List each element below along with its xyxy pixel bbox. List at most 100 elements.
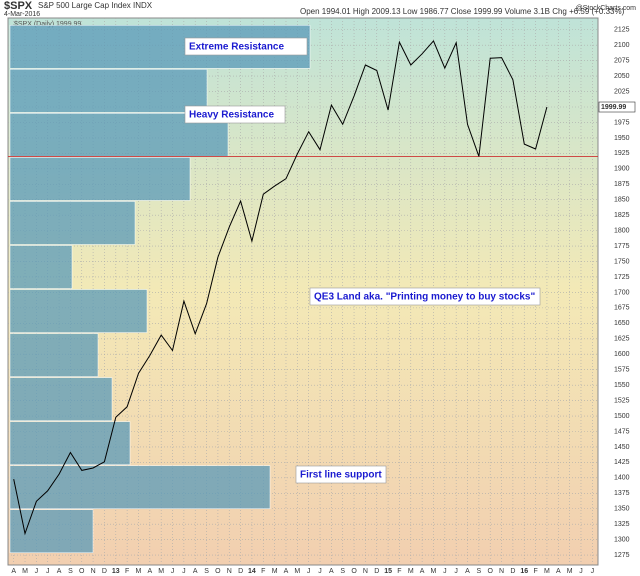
x-tick-label: N (363, 568, 368, 575)
x-tick-label: S (477, 568, 482, 575)
y-tick-label: 1675 (614, 305, 630, 312)
symbol: $SPX (4, 0, 33, 12)
y-tick-label: 2125 (614, 27, 630, 34)
y-tick-label: 1300 (614, 537, 630, 544)
annotation: Heavy Resistance (189, 110, 274, 121)
x-tick-label: S (204, 568, 209, 575)
x-tick-label: M (294, 568, 300, 575)
x-tick-label: A (11, 568, 16, 575)
y-tick-label: 1275 (614, 552, 630, 559)
y-tick-label: 1425 (614, 459, 630, 466)
annotation-box (295, 465, 387, 484)
annotation-box (184, 37, 308, 56)
y-tick-label: 1875 (614, 181, 630, 188)
x-tick-label: O (487, 568, 493, 575)
x-tick-label: A (465, 568, 470, 575)
y-tick-label: 2075 (614, 57, 630, 64)
x-tick-label: O (79, 568, 85, 575)
x-tick-label: N (91, 568, 96, 575)
volume-bar (9, 333, 99, 377)
subtitle: S&P 500 Large Cap Index INDX (38, 1, 153, 10)
x-tick-label: A (329, 568, 334, 575)
x-tick-label: 15 (384, 568, 392, 575)
volume-bar (9, 421, 131, 465)
price-line (13, 39, 548, 536)
y-tick-label: 1900 (614, 166, 630, 173)
x-tick-label: J (171, 568, 175, 575)
x-tick-label: M (431, 568, 437, 575)
x-tick-label: A (284, 568, 289, 575)
x-tick-label: M (272, 568, 278, 575)
y-tick-label: 1475 (614, 428, 630, 435)
x-tick-label: M (544, 568, 550, 575)
y-tick-label: 1650 (614, 320, 630, 327)
volume-bar (9, 245, 73, 289)
y-tick-label: 1850 (614, 197, 630, 204)
x-tick-label: N (227, 568, 232, 575)
x-tick-label: F (125, 568, 129, 575)
x-tick-label: F (397, 568, 401, 575)
x-tick-label: M (136, 568, 142, 575)
y-tick-label: 1925 (614, 150, 630, 157)
x-tick-label: A (193, 568, 198, 575)
x-tick-label: A (57, 568, 62, 575)
x-tick-label: A (147, 568, 152, 575)
x-tick-label: M (408, 568, 414, 575)
y-tick-label: 1550 (614, 382, 630, 389)
x-tick-label: J (46, 568, 50, 575)
x-tick-label: J (318, 568, 322, 575)
source: @StockCharts.com (576, 5, 637, 12)
x-tick-label: D (510, 568, 515, 575)
y-tick-label: 1400 (614, 475, 630, 482)
y-tick-label: 1600 (614, 351, 630, 358)
x-tick-label: J (35, 568, 39, 575)
y-tick-label: 1800 (614, 227, 630, 234)
x-tick-label: J (307, 568, 311, 575)
last-price-box (598, 101, 636, 113)
x-tick-label: A (420, 568, 425, 575)
x-tick-label: N (499, 568, 504, 575)
x-tick-label: O (215, 568, 221, 575)
volume-bar (9, 157, 191, 201)
y-tick-label: 2025 (614, 88, 630, 95)
y-tick-label: 1375 (614, 490, 630, 497)
quote: Open 1994.01 High 2009.13 Low 1986.77 Cl… (300, 7, 625, 16)
y-tick-label: 1975 (614, 119, 630, 126)
y-tick-label: 1825 (614, 212, 630, 219)
y-tick-label: 1450 (614, 444, 630, 451)
x-tick-label: D (374, 568, 379, 575)
x-tick-label: M (22, 568, 28, 575)
x-tick-label: D (238, 568, 243, 575)
x-tick-label: 13 (112, 568, 120, 575)
y-tick-label: 1775 (614, 243, 630, 250)
x-tick-label: J (454, 568, 458, 575)
x-tick-label: J (579, 568, 583, 575)
date: 4-Mar-2016 (4, 11, 40, 18)
annotation: Extreme Resistance (189, 42, 284, 53)
y-tick-label: 2100 (614, 42, 630, 49)
volume-bar (9, 289, 148, 333)
y-tick-label: 1575 (614, 367, 630, 374)
annotation: QE3 Land aka. "Printing money to buy sto… (314, 292, 535, 303)
y-tick-label: 1950 (614, 135, 630, 142)
x-tick-label: J (443, 568, 447, 575)
volume-bar (9, 509, 94, 554)
annotation: First line support (300, 470, 382, 481)
y-tick-label: 1750 (614, 258, 630, 265)
last-price-label: 1999.99 (601, 104, 626, 111)
volume-bar (9, 377, 113, 421)
x-tick-label: O (351, 568, 357, 575)
y-tick-label: 1525 (614, 397, 630, 404)
annotation-box (184, 105, 286, 124)
x-tick-label: F (261, 568, 265, 575)
x-tick-label: M (158, 568, 164, 575)
x-tick-label: A (556, 568, 561, 575)
x-tick-label: M (567, 568, 573, 575)
x-tick-label: S (340, 568, 345, 575)
y-tick-label: 1725 (614, 274, 630, 281)
x-tick-label: 16 (520, 568, 528, 575)
annotation-box (309, 287, 541, 306)
x-tick-label: F (533, 568, 537, 575)
y-tick-label: 2050 (614, 73, 630, 80)
x-tick-label: J (182, 568, 186, 575)
